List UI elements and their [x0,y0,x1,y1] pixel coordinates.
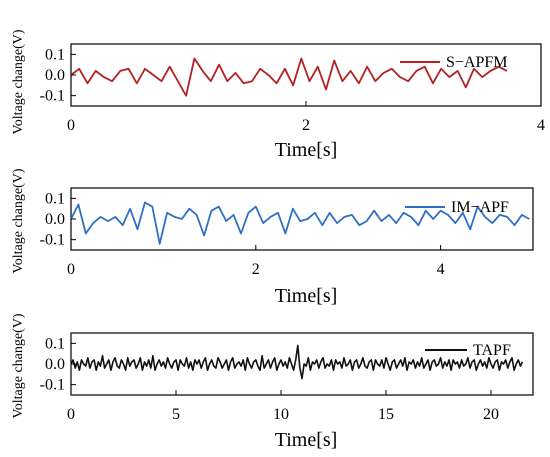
x-axis-label: Time[s] [275,139,338,161]
y-tick-label: 0.1 [45,335,65,352]
series-line [70,344,524,380]
series-marks [70,201,530,245]
legend-label: S−APFM [446,54,508,71]
axis-ticks: 0 2 4 0.1 0.0 -0.1 [40,46,545,134]
y-axis-label: Voltage change(V) [11,168,26,273]
y-tick-label: 0.0 [45,67,65,84]
x-tick-label: 5 [172,406,180,423]
legend-label: IM−APF [451,199,509,216]
x-axis-label: Time[s] [275,429,338,451]
series-marks [70,57,508,97]
y-tick-label: 0.1 [45,46,65,63]
x-tick-label: 4 [437,261,445,278]
y-tick-label: 0.0 [45,356,65,373]
y-axis-label: Voltage change(V) [11,313,26,418]
y-tick-label: -0.1 [40,232,65,249]
x-tick-label: 0 [67,406,75,423]
x-tick-label: 10 [273,406,289,423]
x-tick-label: 0 [67,117,75,134]
panel-tapf: 0 5 10 15 20 0.1 0.0 -0.1 Voltage change(V) Tim… [11,313,534,451]
axis-ticks: 0 5 10 15 20 0.1 0.0 -0.1 [40,335,499,423]
y-tick-label: 0.0 [45,211,65,228]
x-tick-label: 15 [378,406,394,423]
legend-label: TAPF [473,342,511,359]
panel-im-apf: 0 2 40.10.0-0.1 Voltage change(V) Time[s] … [11,168,534,307]
panel-s-apfm: 0 2 40.10.0-0.1 Voltage change(V) Time[s] … [11,29,545,161]
series-line [70,57,508,97]
y-tick-label: -0.1 [40,88,65,105]
x-tick-label: 2 [252,261,260,278]
series-line [70,201,530,245]
axis-ticks: 0 2 4 0.1 0.0 -0.1 [40,190,445,278]
series-marks [70,344,524,380]
x-tick-label: 4 [537,117,545,134]
x-tick-label: 20 [483,406,499,423]
y-tick-label: 0.1 [45,190,65,207]
y-axis-label: Voltage change(V) [11,29,26,134]
y-tick-label: -0.1 [40,377,65,394]
x-tick-label: 2 [302,117,310,134]
x-tick-label: 0 [67,261,75,278]
x-axis-label: Time[s] [275,285,338,307]
